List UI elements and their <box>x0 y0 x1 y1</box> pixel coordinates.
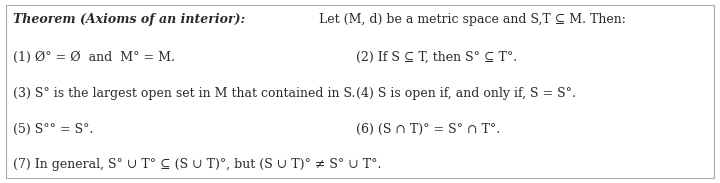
Text: (3) S° is the largest open set in M that contained in S.: (3) S° is the largest open set in M that… <box>13 87 356 100</box>
Text: (1) Ø° = Ø  and  M° = M.: (1) Ø° = Ø and M° = M. <box>13 51 175 64</box>
Text: (2) If S ⊆ T, then S° ⊆ T°.: (2) If S ⊆ T, then S° ⊆ T°. <box>356 51 518 64</box>
Text: Let (M, d) be a metric space and S,T ⊆ M. Then:: Let (M, d) be a metric space and S,T ⊆ M… <box>315 13 626 26</box>
FancyBboxPatch shape <box>6 5 714 178</box>
Text: (7) In general, S° ∪ T° ⊆ (S ∪ T)°, but (S ∪ T)° ≠ S° ∪ T°.: (7) In general, S° ∪ T° ⊆ (S ∪ T)°, but … <box>13 158 382 171</box>
Text: Theorem (Axioms of an interior):: Theorem (Axioms of an interior): <box>13 13 245 26</box>
Text: (4) S is open if, and only if, S = S°.: (4) S is open if, and only if, S = S°. <box>356 87 576 100</box>
Text: (6) (S ∩ T)° = S° ∩ T°.: (6) (S ∩ T)° = S° ∩ T°. <box>356 122 500 136</box>
Text: (5) S°° = S°.: (5) S°° = S°. <box>13 122 94 136</box>
